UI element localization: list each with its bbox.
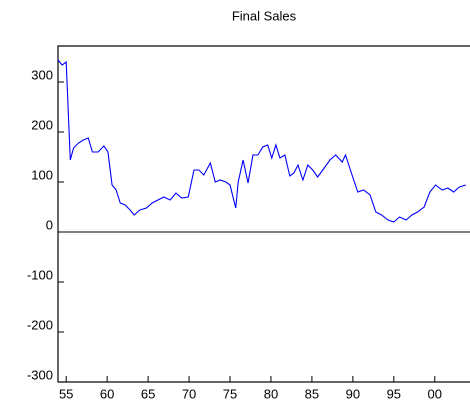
y-tick-label: -300 — [27, 367, 53, 382]
data-line — [57, 59, 467, 223]
x-tick-label: 00 — [428, 386, 442, 401]
y-tick-label: -200 — [27, 317, 53, 332]
x-tick-label: 95 — [387, 386, 401, 401]
x-tick-label: 60 — [100, 386, 114, 401]
x-tick-label: 80 — [264, 386, 278, 401]
x-tick-label: 85 — [305, 386, 319, 401]
y-tick-label: 200 — [31, 117, 53, 132]
x-tick-label: 90 — [346, 386, 360, 401]
y-tick-label: -100 — [27, 267, 53, 282]
x-tick-label: 70 — [182, 386, 196, 401]
chart-title: Final Sales — [232, 8, 297, 23]
plot-frame — [57, 45, 470, 383]
x-tick-label: 65 — [141, 386, 155, 401]
x-tick-label: 55 — [59, 386, 73, 401]
y-tick-label: 300 — [31, 67, 53, 82]
y-tick-label: 100 — [31, 167, 53, 182]
x-tick-label: 75 — [223, 386, 237, 401]
y-tick-label: 0 — [46, 217, 53, 232]
